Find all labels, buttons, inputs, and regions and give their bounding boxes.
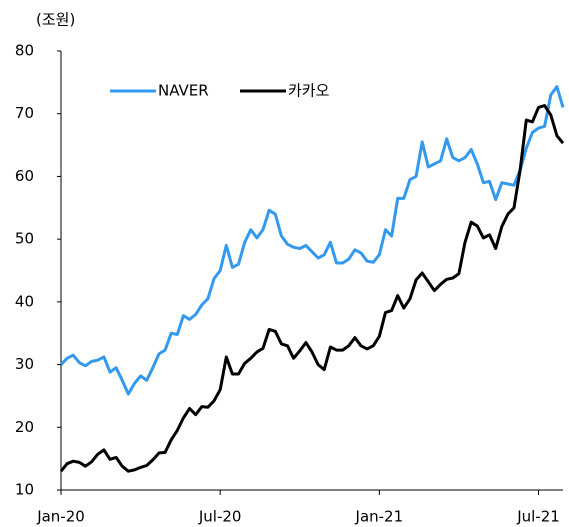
legend-label: 카카오 xyxy=(288,82,330,100)
y-tick-label: 30 xyxy=(15,355,34,373)
y-tick-label: 20 xyxy=(15,418,34,436)
y-tick-label: 40 xyxy=(15,292,34,310)
y-tick-label: 70 xyxy=(15,104,34,122)
unit-label: (조원) xyxy=(36,11,75,29)
x-tick-label: Jul-20 xyxy=(198,508,242,526)
y-tick-label: 60 xyxy=(15,167,34,185)
series-line xyxy=(59,85,565,396)
y-tick-label: 50 xyxy=(15,230,34,248)
x-tick-label: Jan-20 xyxy=(36,508,85,526)
x-tick-label: Jul-21 xyxy=(516,508,560,526)
series-line xyxy=(59,104,565,473)
x-tick-label: Jan-21 xyxy=(355,508,404,526)
y-tick-label: 10 xyxy=(15,481,34,499)
legend-label: NAVER xyxy=(158,82,209,100)
y-tick-label: 80 xyxy=(15,42,34,60)
